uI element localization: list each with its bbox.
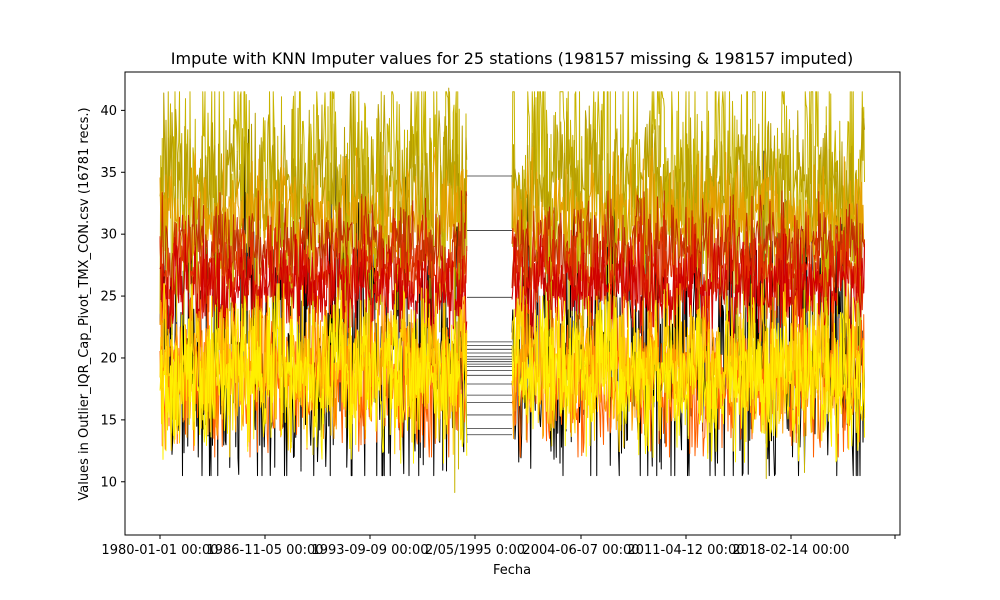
plot-area	[159, 87, 865, 494]
series-line	[159, 295, 865, 464]
x-tick-label: 2004-06-07 00:00	[522, 543, 639, 558]
y-tick-label: 30	[100, 228, 117, 243]
y-tick-label: 35	[100, 166, 117, 181]
y-axis: 10 15 20 25 30 35 40	[100, 104, 125, 490]
y-tick-label: 15	[100, 413, 117, 428]
x-tick-label: 1993-09-09 00:00	[311, 543, 428, 558]
x-tick-label: 1980-01-01 00:00	[101, 543, 218, 558]
y-tick-label: 10	[100, 475, 117, 490]
x-tick-label: 2/05/1995 0:00	[425, 543, 525, 558]
y-tick-label: 25	[100, 290, 117, 305]
chart-title: Impute with KNN Imputer values for 25 st…	[171, 49, 853, 68]
gap-connectors	[467, 175, 512, 436]
x-tick-label: 2011-04-12 00:00	[627, 543, 744, 558]
series-line	[159, 233, 865, 347]
y-axis-label: Values in Outlier_IQR_Cap_Pivot_TMX_CON.…	[77, 107, 92, 500]
plot-frame	[124, 71, 901, 536]
x-tick-label: 1986-11-05 00:00	[206, 543, 323, 558]
y-tick-label: 20	[100, 351, 117, 366]
y-tick-label: 40	[100, 104, 117, 119]
x-axis-label: Fecha	[493, 563, 531, 578]
series-line	[159, 147, 865, 272]
x-tick-label: 2018-02-14 00:00	[732, 543, 849, 558]
